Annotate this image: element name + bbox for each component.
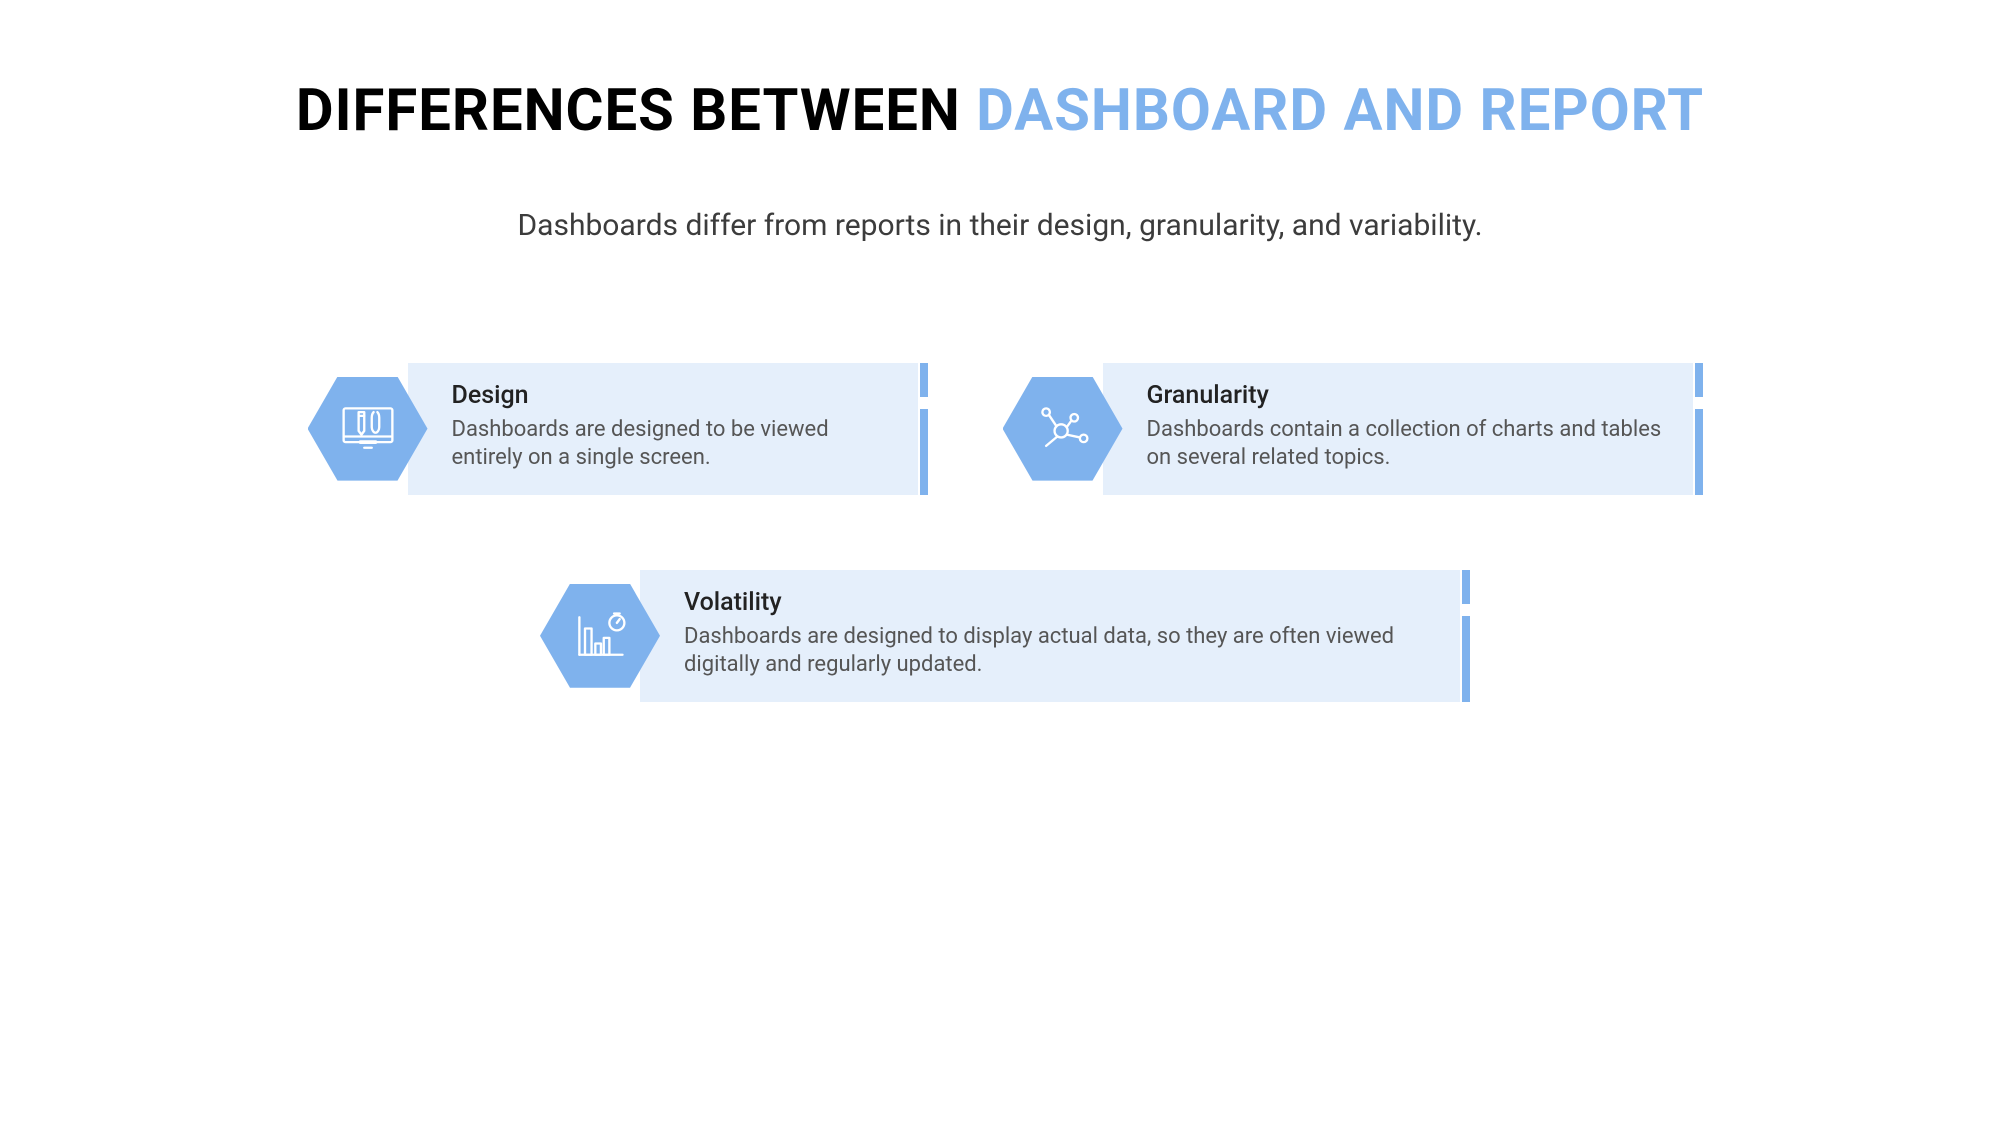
page-title: DIFFERENCES BETWEEN DASHBOARD AND REPORT — [150, 75, 1850, 148]
card-description: Dashboards are designed to display actua… — [684, 623, 1432, 680]
card-heading: Granularity — [1147, 381, 1665, 410]
card-body: Volatility Dashboards are designed to di… — [640, 570, 1460, 702]
card-granularity: Granularity Dashboards contain a collect… — [1003, 363, 1693, 495]
accent-stripe — [920, 409, 928, 495]
card-description: Dashboards are designed to be viewed ent… — [452, 416, 890, 473]
card-volatility: Volatility Dashboards are designed to di… — [540, 570, 1460, 702]
card-description: Dashboards contain a collection of chart… — [1147, 416, 1665, 473]
cards-row-top: Design Dashboards are designed to be vie… — [0, 363, 2000, 495]
accent-stripe — [1695, 409, 1703, 495]
card-heading: Design — [452, 381, 890, 410]
card-heading: Volatility — [684, 588, 1432, 617]
accent-stripe — [1462, 570, 1470, 604]
card-body: Design Dashboards are designed to be vie… — [408, 363, 918, 495]
title-part-accent: DASHBOARD AND REPORT — [976, 77, 1704, 145]
design-tools-icon — [338, 399, 398, 459]
card-design: Design Dashboards are designed to be vie… — [308, 363, 918, 495]
accent-stripe — [920, 363, 928, 397]
title-part-dark: DIFFERENCES BETWEEN — [296, 77, 976, 145]
subtitle-text: Dashboards differ from reports in their … — [0, 208, 2000, 243]
cards-row-bottom: Volatility Dashboards are designed to di… — [0, 570, 2000, 702]
network-nodes-icon — [1033, 399, 1093, 459]
page-title-block: DIFFERENCES BETWEEN DASHBOARD AND REPORT — [150, 0, 1850, 148]
accent-stripe — [1462, 616, 1470, 702]
card-body: Granularity Dashboards contain a collect… — [1103, 363, 1693, 495]
live-chart-icon — [570, 606, 630, 666]
accent-stripe — [1695, 363, 1703, 397]
